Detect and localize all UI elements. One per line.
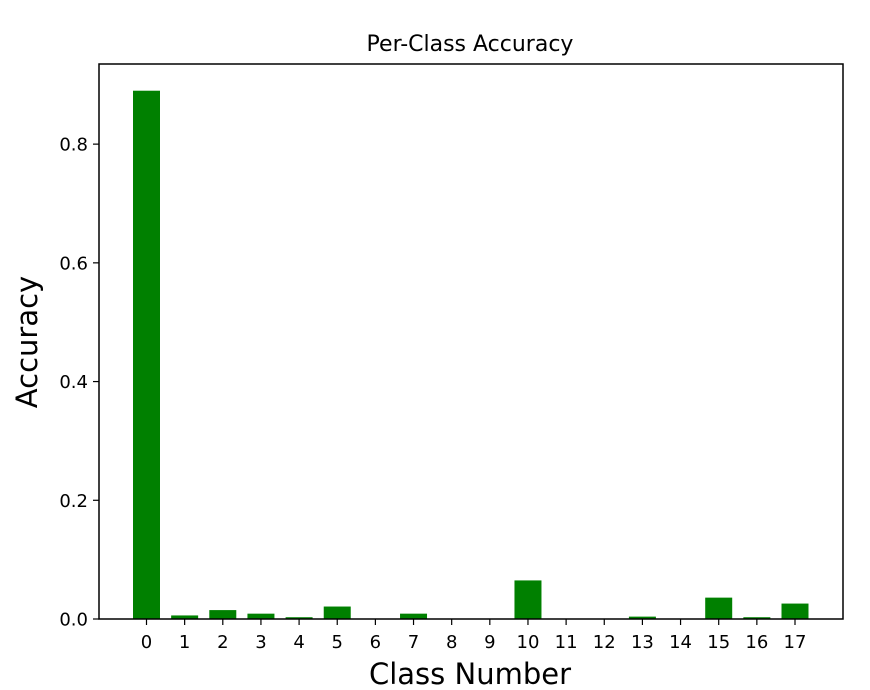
bar-class-13 (628, 616, 656, 619)
y-axis-label: Accuracy (10, 276, 44, 408)
x-tick-label: 8 (446, 632, 457, 653)
x-tick-label: 2 (217, 632, 228, 653)
x-tick-label: 10 (517, 632, 540, 653)
x-tick-label: 4 (293, 632, 304, 653)
x-tick-label: 3 (255, 632, 266, 653)
bar-class-15 (705, 597, 733, 619)
y-axis: 0.0 0.2 0.4 0.6 0.8 (59, 135, 99, 631)
bar-class-10 (514, 580, 542, 619)
y-tick-label: 0.6 (59, 253, 88, 274)
x-tick-label: 7 (408, 632, 419, 653)
bar-class-1 (171, 615, 199, 619)
bar-class-0 (133, 90, 160, 619)
plot-frame (98, 63, 844, 620)
x-tick-label: 17 (784, 632, 807, 653)
bar-class-16 (743, 617, 771, 619)
x-tick-label: 16 (745, 632, 768, 653)
bar-class-3 (247, 613, 275, 619)
bar-class-2 (209, 610, 237, 619)
x-tick-label: 1 (179, 632, 190, 653)
x-tick-label: 14 (669, 632, 692, 653)
bar-class-17 (781, 603, 809, 619)
y-tick-label: 0.2 (59, 491, 88, 512)
x-tick-label: 9 (484, 632, 495, 653)
x-tick-label: 0 (141, 632, 152, 653)
bars (133, 90, 809, 619)
x-axis-label: Class Number (369, 657, 571, 690)
chart-title: Per-Class Accuracy (367, 32, 574, 57)
x-tick-label: 5 (332, 632, 343, 653)
x-tick-label: 12 (593, 632, 616, 653)
x-tick-label: 6 (370, 632, 381, 653)
x-tick-label: 11 (555, 632, 578, 653)
x-axis: 0 1 2 3 4 5 6 7 8 9 10 11 12 13 14 15 16 17 (141, 619, 807, 653)
x-tick-label: 15 (707, 632, 730, 653)
bar-class-5 (323, 606, 351, 619)
bar-class-4 (285, 617, 313, 619)
y-tick-label: 0.0 (59, 610, 88, 631)
y-tick-label: 0.4 (59, 372, 88, 393)
bar-class-7 (400, 613, 428, 619)
y-tick-label: 0.8 (59, 135, 88, 156)
x-tick-label: 13 (631, 632, 654, 653)
